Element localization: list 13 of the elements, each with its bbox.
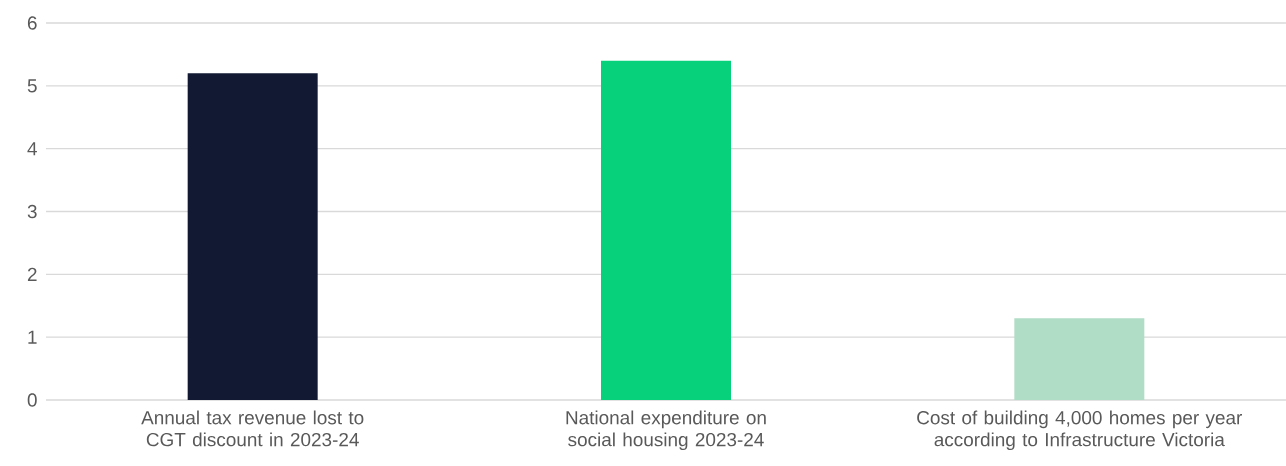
bar bbox=[1014, 318, 1145, 400]
x-tick-label: Cost of building 4,000 homes per year according to Infrastructure Victoria bbox=[917, 410, 1243, 451]
x-tick-label: Annual tax revenue lost to CGT discount in 2023-24 bbox=[141, 410, 364, 447]
y-tick-label: 6 bbox=[27, 16, 37, 30]
bar bbox=[600, 60, 731, 400]
y-tick-label: 5 bbox=[27, 79, 37, 93]
y-tick-label: 0 bbox=[27, 393, 37, 407]
y-tick-label: 1 bbox=[28, 330, 37, 344]
x-tick-label: National expenditure on social housing 2023-24 bbox=[566, 410, 766, 451]
bar bbox=[187, 73, 318, 400]
y-tick-label: 3 bbox=[27, 204, 37, 219]
y-tick-label: 4 bbox=[27, 142, 37, 156]
y-tick-label: 2 bbox=[27, 267, 37, 281]
